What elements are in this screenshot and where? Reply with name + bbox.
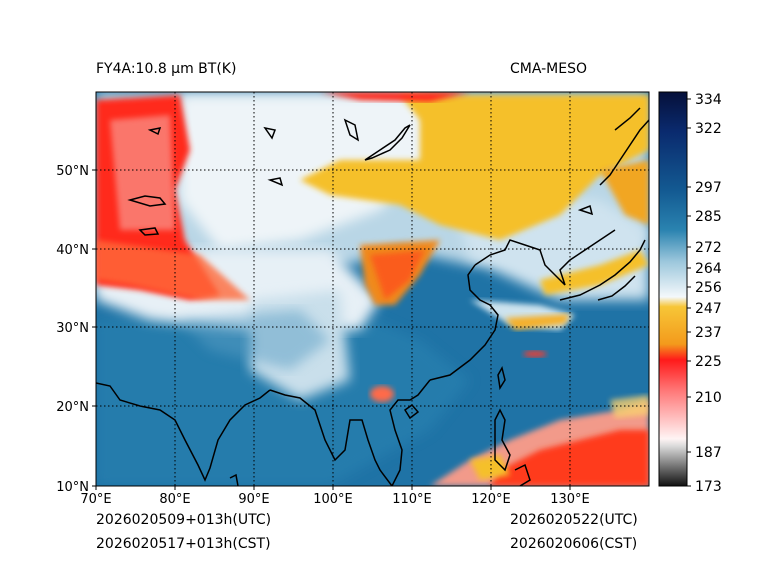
- lon-label: 80°E: [159, 492, 190, 507]
- model-name: CMA-MESO: [510, 61, 588, 77]
- colorbar-tick-label: 173: [695, 479, 722, 495]
- colorbar-ticks: [687, 98, 691, 487]
- colorbar-tick-label: 210: [695, 390, 722, 406]
- axis-ticks: [92, 169, 571, 490]
- colorbar-tick-label: 225: [695, 354, 722, 370]
- graticule: [96, 92, 649, 486]
- colorbar-tick-label: 247: [695, 301, 722, 317]
- colorbar-labels: 334 322 297 285 272 264 256 247 237 225 …: [695, 92, 722, 495]
- colorbar: [659, 92, 687, 486]
- colorbar-tick-label: 256: [695, 280, 722, 296]
- init-time-utc: 2026020509+013h(UTC): [96, 512, 272, 528]
- lon-labels: 70°E 80°E 90°E 100°E 110°E 120°E 130°E: [80, 492, 589, 507]
- colorbar-tick-label: 187: [695, 445, 722, 461]
- lat-label: 50°N: [56, 164, 89, 179]
- colorbar-tick-label: 322: [695, 121, 722, 137]
- lat-label: 30°N: [56, 321, 89, 336]
- lon-label: 100°E: [313, 492, 353, 507]
- lon-label: 90°E: [238, 492, 269, 507]
- colorbar-tick-label: 237: [695, 325, 722, 341]
- colorbar-frame: [658, 91, 688, 487]
- product-title: FY4A:10.8 μm BT(K): [96, 61, 237, 77]
- colorbar-tick-label: 285: [695, 209, 722, 225]
- satellite-image: [96, 92, 649, 486]
- colorbar-tick-label: 264: [695, 261, 722, 277]
- valid-time-cst: 2026020606(CST): [510, 536, 638, 552]
- lon-label: 70°E: [80, 492, 111, 507]
- lat-label: 20°N: [56, 400, 89, 415]
- lat-labels: 50°N 40°N 30°N 20°N 10°N: [56, 164, 89, 495]
- lon-label: 130°E: [550, 492, 590, 507]
- lon-label: 110°E: [392, 492, 432, 507]
- coastlines: [96, 107, 649, 486]
- lat-label: 40°N: [56, 243, 89, 258]
- lat-label: 10°N: [56, 480, 89, 495]
- init-time-cst: 2026020517+013h(CST): [96, 536, 271, 552]
- lon-label: 120°E: [471, 492, 511, 507]
- valid-time-utc: 2026020522(UTC): [510, 512, 638, 528]
- colorbar-tick-label: 334: [695, 92, 722, 108]
- colorbar-tick-label: 272: [695, 240, 722, 256]
- map-frame: [95, 91, 650, 487]
- colorbar-tick-label: 297: [695, 180, 722, 196]
